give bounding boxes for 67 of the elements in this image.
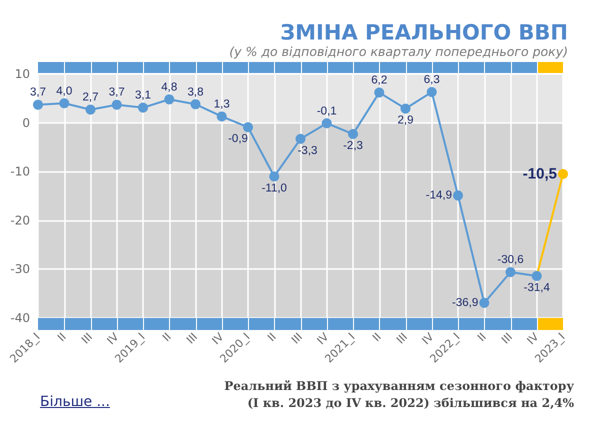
data-label: -14,9 <box>426 190 452 202</box>
point <box>33 100 43 110</box>
data-label: 3,1 <box>135 90 151 102</box>
point <box>506 267 516 278</box>
point <box>190 99 200 110</box>
data-label: -3,3 <box>298 144 318 157</box>
data-label: 4,8 <box>161 81 178 94</box>
data-label: 3,7 <box>108 86 125 99</box>
data-label: -10,5 <box>522 166 557 183</box>
point <box>86 104 96 115</box>
x-tick-label: IV <box>104 330 122 348</box>
point <box>400 104 410 114</box>
x-tick-label: II <box>265 330 279 344</box>
data-label: -31,4 <box>524 282 550 294</box>
x-tick-label: IV <box>210 330 227 348</box>
chart-title: ЗМІНА РЕАЛЬНОГО ВВП <box>280 20 568 44</box>
data-label: 2,7 <box>82 92 98 104</box>
x-tick-label: II <box>475 330 489 344</box>
point <box>243 122 253 132</box>
x-tick-label: III <box>79 330 96 346</box>
point <box>348 129 358 140</box>
data-label: -11,0 <box>262 182 287 194</box>
x-tick-label: II <box>160 330 174 344</box>
y-tick-label: 0 <box>22 116 30 130</box>
y-tick-label: -10 <box>10 164 30 179</box>
x-tick-label: II <box>370 330 384 344</box>
point <box>112 100 122 110</box>
point <box>138 102 148 113</box>
point <box>532 271 542 282</box>
x-tick-label: IV <box>524 330 542 348</box>
y-tick-label: 10 <box>14 67 30 81</box>
point <box>59 98 70 108</box>
point <box>216 111 227 122</box>
data-label: 1,3 <box>214 98 230 110</box>
text: Більше ... <box>40 394 110 410</box>
point <box>269 171 280 182</box>
point <box>296 134 306 144</box>
x-tick-label: IV <box>314 330 332 348</box>
x-tick-label: II <box>55 330 69 344</box>
point <box>479 298 490 308</box>
point <box>322 118 332 128</box>
data-label: 3,7 <box>30 86 46 99</box>
data-label: 6,2 <box>371 74 388 87</box>
x-tick-label: IV <box>420 330 437 348</box>
data-label: -2,3 <box>343 140 363 152</box>
data-label: 4,0 <box>56 85 72 98</box>
point <box>558 169 568 180</box>
point <box>453 190 463 201</box>
x-tick-label: III <box>499 330 516 346</box>
point <box>374 88 384 98</box>
x-tick-label: III <box>184 330 200 346</box>
data-label: -0,1 <box>316 105 337 118</box>
y-tick-label: -40 <box>10 311 30 325</box>
y-tick-label: -20 <box>10 213 30 228</box>
x-tick-label: III <box>289 330 306 346</box>
data-label: -36,9 <box>452 296 478 309</box>
text: Реальний ВВП з урахуванням сезонного фактору (I кв. 2023 до IV кв. 2022) збільшився на 2,4% <box>224 378 574 412</box>
data-label: 3,8 <box>188 86 204 98</box>
data-label: 6,3 <box>424 74 440 86</box>
point <box>426 87 437 98</box>
data-label: -30,6 <box>497 254 524 266</box>
x-tick-label: III <box>394 330 410 346</box>
point <box>164 94 174 104</box>
data-label: -0,9 <box>228 133 248 146</box>
y-tick-label: -30 <box>10 262 30 276</box>
chart-subtitle: (у % до відповідного кварталу попереднього року) <box>229 44 568 59</box>
data-label: 2,9 <box>398 114 414 127</box>
